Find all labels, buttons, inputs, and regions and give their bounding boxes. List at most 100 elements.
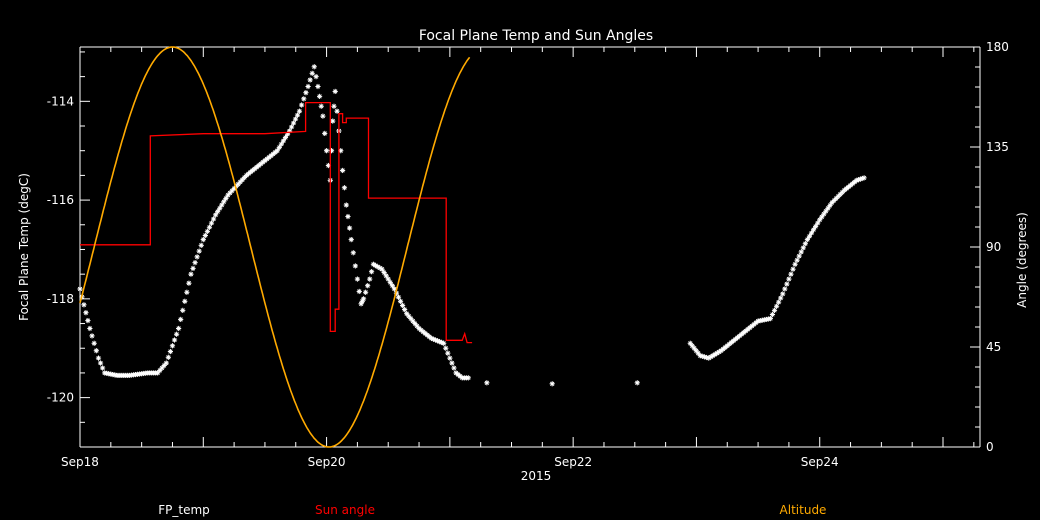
fp-temp-point: [798, 249, 804, 255]
fp-temp-point: [155, 370, 161, 376]
fp-temp-point: [169, 343, 176, 349]
fp-temp-point: [163, 360, 169, 366]
fp-temp-point: [549, 381, 555, 387]
fp-temp-point: [305, 83, 311, 90]
fp-temp-point: [315, 83, 321, 90]
fp-temp-point: [190, 265, 196, 271]
fp-temp-point: [348, 236, 354, 243]
fp-temp-point: [484, 380, 490, 386]
fp-temp-point: [301, 96, 307, 102]
x-tick-label: Sep18: [61, 455, 99, 469]
fp-temp-point: [85, 317, 91, 324]
y-right-ticks: 0 45 90 135 180: [970, 40, 1009, 454]
fp-temp-point: [332, 88, 338, 95]
fp-temp-point: [176, 325, 182, 332]
fp-temp-point: [87, 325, 93, 332]
fp-temp-point: [381, 269, 387, 276]
fp-temp-point: [320, 113, 326, 119]
fp-temp-point: [316, 93, 323, 99]
x-tick-label: Sep20: [308, 455, 346, 469]
fp-temp-point: [290, 120, 297, 126]
series-layer: [77, 46, 867, 448]
y-left-tick-label: -114: [47, 94, 74, 108]
fp-temp-point: [178, 316, 184, 323]
fp-temp-point: [821, 211, 827, 217]
fp-temp-point: [815, 220, 821, 226]
fp-temp-point: [634, 380, 640, 386]
x-axis-tick-labels: Sep18 Sep20 Sep22 Sep24: [61, 455, 839, 469]
fp-temp-point: [414, 323, 420, 329]
fp-temp-point: [182, 298, 188, 304]
legend-sun-angle: Sun angle: [315, 503, 375, 517]
fp-temp-point: [81, 302, 87, 308]
y-left-tick-label: -120: [47, 391, 74, 405]
fp-temp-point: [788, 271, 794, 277]
y-left-tick-label: -116: [47, 193, 74, 207]
fp-temp-point: [341, 185, 348, 191]
fp-temp-point: [368, 269, 375, 275]
legend: FP_temp Sun angle Altitude: [158, 503, 826, 517]
fp-temp-point: [794, 257, 800, 263]
fp-temp-point: [445, 350, 451, 356]
fp-temp-point: [167, 348, 174, 355]
fp-temp-point: [100, 365, 106, 371]
fp-temp-point: [350, 250, 356, 256]
fp-temp-point: [449, 360, 455, 366]
fp-temp-point: [309, 70, 315, 76]
fp-temp-point: [354, 276, 360, 282]
fp-temp-point: [276, 144, 282, 151]
fp-temp-point: [778, 295, 784, 301]
fp-temp-point: [391, 286, 397, 292]
fp-temp-point: [184, 289, 190, 295]
fp-temp-point: [365, 283, 371, 289]
fp-temp-point: [165, 354, 171, 360]
y-right-tick-label: 135: [986, 140, 1009, 154]
fp-temp-point: [307, 77, 313, 83]
fp-temp-point: [360, 296, 367, 302]
fp-temp-point: [196, 248, 202, 254]
y-left-tick-label: -118: [47, 292, 74, 306]
fp-temp-point: [451, 365, 457, 371]
fp-temp-point: [198, 242, 204, 248]
y-right-axis-label: Angle (degrees): [1015, 212, 1029, 308]
fp-temp-point: [91, 340, 97, 346]
fp-temp-point: [439, 339, 445, 346]
fp-temp-point: [397, 298, 404, 304]
fp-temp-point: [346, 225, 353, 231]
fp-temp-point: [363, 289, 369, 295]
fp-temp-point: [796, 253, 802, 259]
fp-temp-point: [810, 227, 817, 233]
fp-temp-point: [202, 232, 208, 239]
fp-temp-point: [400, 302, 406, 309]
fp-temp-point: [769, 311, 776, 318]
fp-temp-point: [784, 281, 790, 287]
fp-temp-point: [861, 175, 867, 181]
fp-temp-point: [395, 294, 402, 300]
fp-temp-point: [819, 214, 825, 220]
fp-temp-point: [282, 134, 289, 141]
fp-temp-point: [180, 307, 186, 313]
altitude-curve: [79, 46, 471, 448]
fp-temp-point: [95, 355, 102, 361]
fp-temp-point: [823, 208, 829, 214]
fp-temp-point: [447, 355, 453, 361]
fp-temp-point: [792, 261, 798, 267]
y-right-tick-label: 180: [986, 40, 1009, 54]
fp-temp-point: [767, 316, 774, 322]
fp-temp-point: [817, 217, 823, 223]
fp-temp-point: [790, 266, 796, 272]
fp-temp-point: [188, 271, 194, 277]
fp-temp-point: [322, 130, 328, 137]
fp-temp-point: [782, 286, 788, 292]
fp-temp-point: [804, 236, 810, 243]
x-tick-label: Sep22: [554, 455, 592, 469]
fp-temp-point: [194, 254, 200, 260]
chart-title: Focal Plane Temp and Sun Angles: [419, 28, 653, 44]
fp-temp-point: [786, 276, 792, 282]
fp-temp-point: [294, 112, 301, 118]
y-left-ticks: -114 -116 -118 -120: [47, 51, 90, 448]
x-tick-label: Sep24: [801, 455, 839, 469]
fp-temp-point: [334, 108, 340, 114]
